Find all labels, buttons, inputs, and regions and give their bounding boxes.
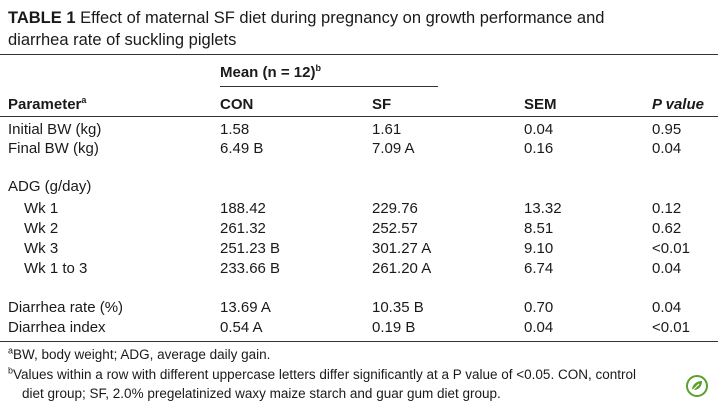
row-sem: 0.16 <box>524 140 554 157</box>
row-p: <0.01 <box>652 319 690 336</box>
row-sf: 261.20 A <box>372 260 432 277</box>
col-header-con: CON <box>220 96 254 113</box>
row-p: 0.04 <box>652 299 682 316</box>
footnote-a-sup: a <box>8 345 14 356</box>
row-sem: 13.32 <box>524 200 562 217</box>
col-parameter-sup: a <box>81 95 87 105</box>
row-con: 251.23 B <box>220 240 281 257</box>
top-rule <box>0 54 718 55</box>
row-sem: 0.04 <box>524 319 554 336</box>
row-con: 233.66 B <box>220 260 281 277</box>
row-sem: 0.04 <box>524 121 554 138</box>
bottom-rule <box>0 341 718 342</box>
footnote-a-text: BW, body weight; ADG, average daily gain… <box>13 347 271 362</box>
table-title-text: Effect of maternal SF diet during pregna… <box>80 9 605 27</box>
row-param: Diarrhea rate (%) <box>8 299 124 316</box>
row-sem: 0.70 <box>524 299 554 316</box>
row-param: Wk 1 <box>24 200 59 217</box>
row-param: ADG (g/day) <box>8 178 92 195</box>
table-label: TABLE 1 <box>8 9 76 27</box>
row-param: Final BW (kg) <box>8 140 99 157</box>
row-p: 0.12 <box>652 200 682 217</box>
row-con: 188.42 <box>220 200 266 217</box>
row-p: 0.95 <box>652 121 682 138</box>
mean-header-sup: b <box>315 63 321 73</box>
row-sf: 0.19 B <box>372 319 416 336</box>
row-sf: 252.57 <box>372 220 418 237</box>
row-sf: 10.35 B <box>372 299 424 316</box>
header-rule <box>0 116 718 117</box>
row-con: 0.54 A <box>220 319 263 336</box>
row-con: 261.32 <box>220 220 266 237</box>
col-header-sem: SEM <box>524 96 557 113</box>
col-header-pvalue: P value <box>652 96 704 113</box>
footnote-b-text-1: Values within a row with different upper… <box>13 367 636 382</box>
footnote-b-sup: b <box>8 365 14 376</box>
col-header-sf: SF <box>372 96 392 113</box>
table-title: TABLE 1 Effect of maternal SF diet durin… <box>8 7 698 51</box>
mean-subrule <box>220 86 438 87</box>
row-param: Diarrhea index <box>8 319 106 336</box>
col-header-parameter: Parametera <box>8 95 86 114</box>
row-con: 1.58 <box>220 121 250 138</box>
footnote-b: bValues within a row with different uppe… <box>8 366 636 383</box>
row-p: 0.04 <box>652 140 682 157</box>
row-param: Initial BW (kg) <box>8 121 102 138</box>
row-param: Wk 1 to 3 <box>24 260 88 277</box>
row-con: 13.69 A <box>220 299 271 316</box>
mean-header: Mean (n = 12)b <box>220 63 321 82</box>
row-sem: 9.10 <box>524 240 554 257</box>
row-p: <0.01 <box>652 240 690 257</box>
row-sf: 7.09 A <box>372 140 415 157</box>
row-param: Wk 3 <box>24 240 59 257</box>
row-sem: 6.74 <box>524 260 554 277</box>
mean-header-text: Mean (n = 12) <box>220 64 316 81</box>
row-p: 0.04 <box>652 260 682 277</box>
row-sf: 301.27 A <box>372 240 432 257</box>
row-sf: 229.76 <box>372 200 418 217</box>
row-param: Wk 2 <box>24 220 59 237</box>
footnote-b-cont: diet group; SF, 2.0% pregelatinized waxy… <box>22 386 501 401</box>
row-sem: 8.51 <box>524 220 554 237</box>
row-con: 6.49 B <box>220 140 264 157</box>
row-sf: 1.61 <box>372 121 402 138</box>
row-p: 0.62 <box>652 220 682 237</box>
footnote-a: aBW, body weight; ADG, average daily gai… <box>8 346 270 363</box>
table-title-text-2: diarrhea rate of suckling piglets <box>8 31 237 49</box>
leaf-logo-icon <box>686 375 708 397</box>
col-parameter-label: Parameter <box>8 96 82 113</box>
